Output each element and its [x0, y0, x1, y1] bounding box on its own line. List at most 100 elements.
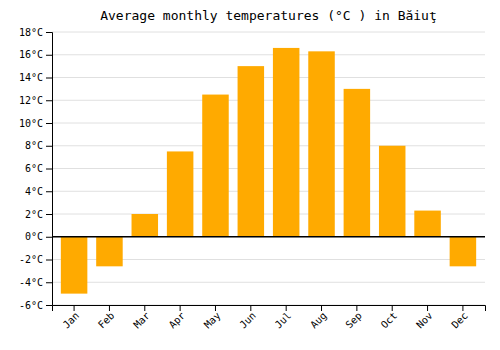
- tick-label: 6°C: [25, 163, 43, 174]
- x-tick: May: [202, 305, 223, 331]
- grid-line: [52, 191, 485, 192]
- tick-mark: [46, 55, 52, 56]
- tick-label: 12°C: [19, 95, 43, 106]
- grid-line: [52, 54, 485, 55]
- tick-mark: [46, 260, 52, 261]
- y-tick: 10°C: [19, 118, 52, 129]
- tick-mark: [46, 191, 52, 192]
- y-tick: 12°C: [19, 95, 52, 106]
- chart: -6°C -4°C -2°C 0°C 2°C 4°C 6°C 8°C 10°C 12°C 14°C 1…: [0, 0, 500, 350]
- x-tick: Aug: [308, 305, 329, 331]
- y-tick: -2°C: [19, 254, 52, 265]
- x-tick: Jan: [61, 305, 82, 331]
- tick-label: 4°C: [25, 186, 43, 197]
- tick-label: Apr: [167, 310, 188, 331]
- bar: [379, 146, 406, 237]
- tick-mark: [286, 305, 287, 311]
- y-tick: 14°C: [19, 72, 52, 83]
- y-tick: 18°C: [19, 27, 52, 38]
- tick-label: -4°C: [19, 277, 43, 288]
- plot: -6°C -4°C -2°C 0°C 2°C 4°C 6°C 8°C 10°C 12°C 14°C 1…: [19, 27, 486, 331]
- tick-label: -2°C: [19, 254, 43, 265]
- tick-mark: [46, 214, 52, 215]
- tick-label: 2°C: [25, 209, 43, 220]
- tick-mark: [321, 305, 322, 311]
- tick-label: Aug: [308, 310, 329, 331]
- grid-line: [52, 168, 485, 169]
- bars: [52, 48, 485, 294]
- tick-mark: [46, 32, 52, 33]
- x-tick: Dec: [449, 305, 470, 331]
- bar: [238, 66, 265, 237]
- tick-label: Dec: [449, 310, 470, 331]
- tick-mark: [144, 305, 145, 311]
- y-tick: -6°C: [19, 300, 52, 311]
- title: Average monthly temperatures (°C ) in Bă…: [100, 8, 437, 23]
- tick-label: Jun: [237, 310, 258, 331]
- x-tick: Feb: [96, 305, 117, 331]
- grid-line: [52, 236, 485, 237]
- y-tick: 2°C: [25, 209, 52, 220]
- tick-label: 14°C: [19, 72, 43, 83]
- x-tick: Oct: [379, 305, 400, 331]
- y-tick: 8°C: [25, 140, 52, 151]
- tick-label: Jul: [273, 310, 294, 331]
- tick-mark: [392, 305, 393, 311]
- tick-mark: [180, 305, 181, 311]
- grid-line: [52, 123, 485, 124]
- x-tick: Nov: [414, 305, 435, 331]
- tick-mark: [215, 305, 216, 311]
- y-tick: 4°C: [25, 186, 52, 197]
- tick-mark: [46, 169, 52, 170]
- bar: [167, 151, 194, 236]
- y-axis: -6°C -4°C -2°C 0°C 2°C 4°C 6°C 8°C 10°C 12°C 14°C 1…: [19, 27, 53, 311]
- grid-line: [52, 100, 485, 101]
- tick-mark: [46, 78, 52, 79]
- axis-line: [53, 306, 486, 312]
- grid-line: [52, 282, 485, 283]
- tick-label: Oct: [379, 310, 400, 331]
- bar: [450, 237, 477, 267]
- tick-label: Sep: [343, 310, 364, 331]
- tick-mark: [74, 305, 75, 311]
- grid-line: [52, 77, 485, 78]
- tick-label: 8°C: [25, 140, 43, 151]
- bar: [308, 51, 335, 236]
- tick-mark: [46, 282, 52, 283]
- zero-line: [52, 236, 485, 238]
- axis-line: [46, 33, 53, 306]
- x-tick: Jul: [273, 305, 294, 331]
- bar: [96, 237, 123, 267]
- tick-label: 0°C: [25, 231, 43, 242]
- tick-mark: [46, 146, 52, 147]
- tick-mark: [427, 305, 428, 311]
- tick-label: Feb: [96, 310, 117, 331]
- grid-line: [52, 32, 485, 33]
- tick-mark: [356, 305, 357, 311]
- x-axis: Jan Feb Mar Apr May Jun Jul Aug Sep Oct Nov Dec: [53, 305, 486, 331]
- tick-label: Mar: [131, 310, 152, 331]
- y-tick: 6°C: [25, 163, 52, 174]
- bar: [273, 48, 300, 237]
- x-tick: Mar: [131, 305, 152, 331]
- tick-label: 16°C: [19, 49, 43, 60]
- y-tick: -4°C: [19, 277, 52, 288]
- bar: [414, 211, 441, 237]
- tick-label: Jan: [61, 310, 82, 331]
- tick-mark: [46, 237, 52, 238]
- grid-line: [52, 145, 485, 146]
- tick-mark: [46, 305, 52, 306]
- tick-mark: [250, 305, 251, 311]
- tick-mark: [46, 123, 52, 124]
- tick-mark: [46, 100, 52, 101]
- y-tick: 16°C: [19, 49, 52, 60]
- bar: [202, 95, 229, 237]
- bar: [344, 89, 371, 237]
- tick-label: -6°C: [19, 300, 43, 311]
- tick-label: 10°C: [19, 118, 43, 129]
- x-tick: Sep: [343, 305, 364, 331]
- x-tick: Apr: [167, 305, 188, 331]
- tick-mark: [462, 305, 463, 311]
- tick-label: May: [202, 310, 223, 331]
- grid: [52, 32, 485, 305]
